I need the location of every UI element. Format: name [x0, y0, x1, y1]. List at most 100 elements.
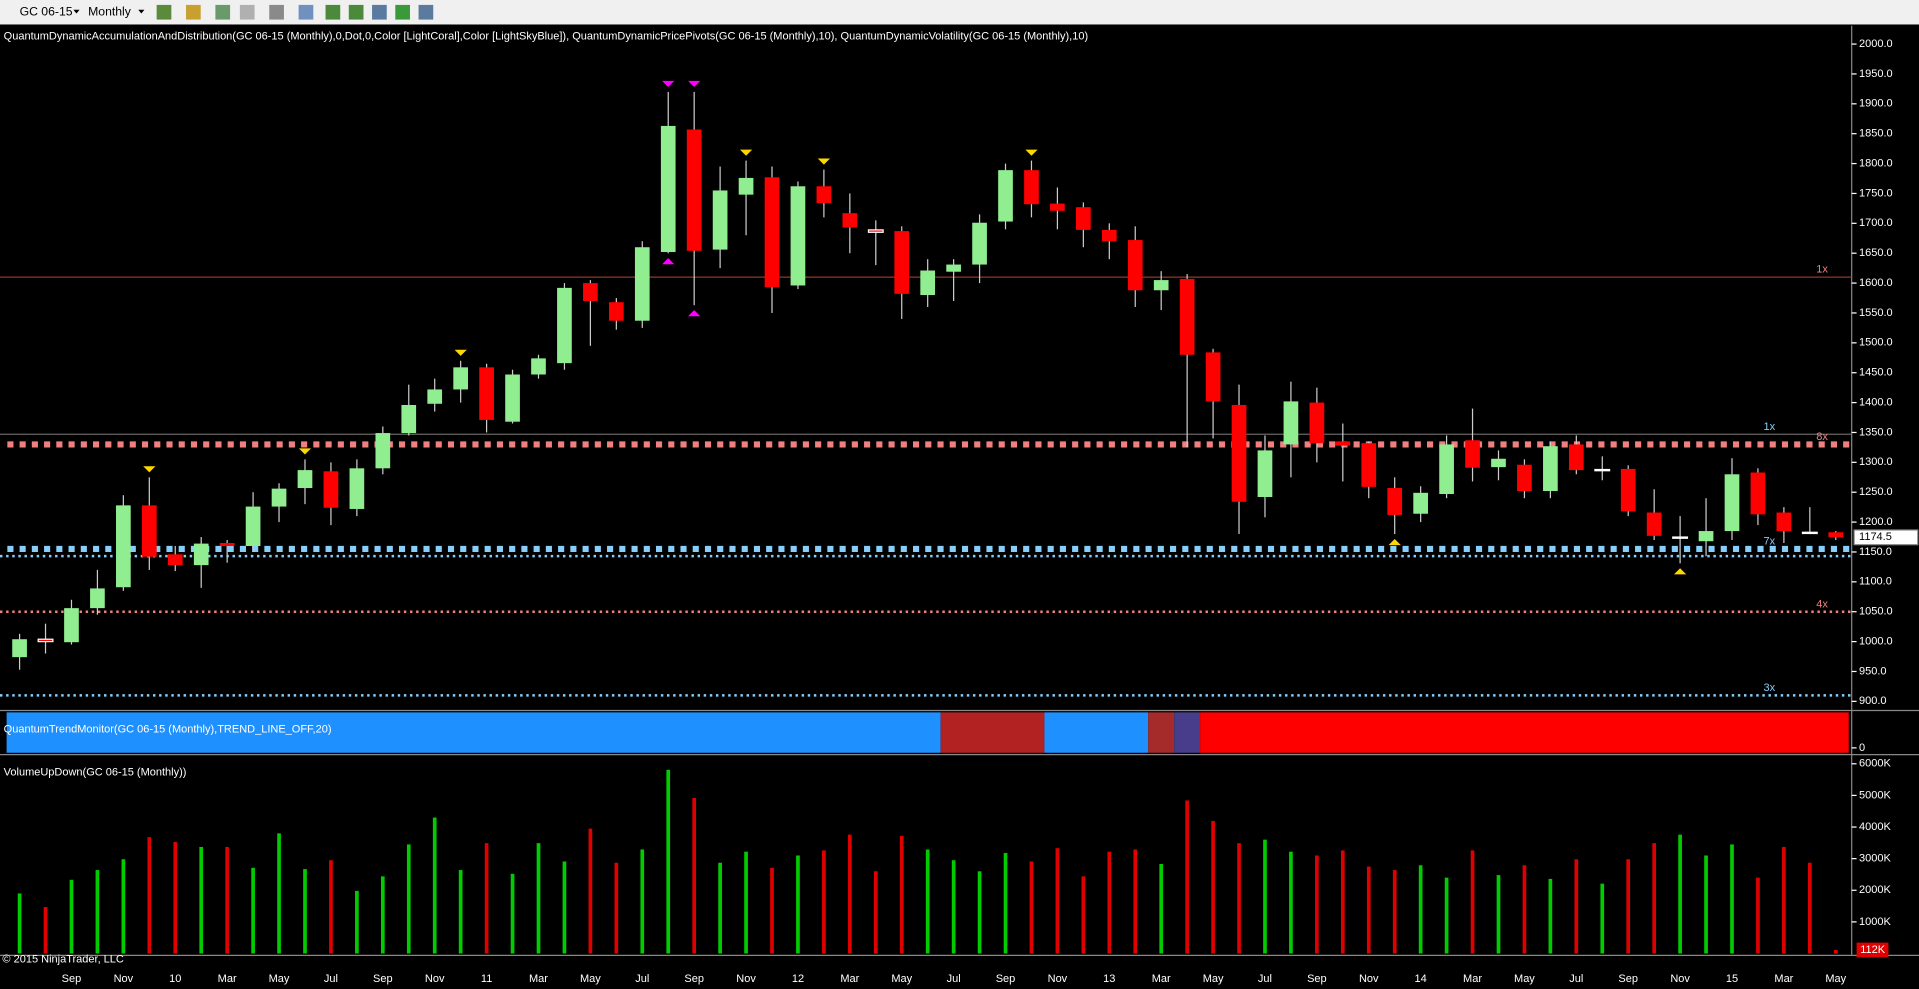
bar-type-button[interactable]: [156, 4, 172, 20]
volume-bar: [251, 867, 255, 954]
volume-bar: [562, 861, 567, 954]
last-price-label: 1174.5: [1859, 531, 1892, 543]
y-tick-label: 1400.0: [1859, 396, 1893, 408]
volume-bar: [380, 876, 385, 954]
trend-segment: [6, 712, 941, 753]
tool-button[interactable]: [348, 4, 364, 20]
candle-body: [1517, 464, 1532, 492]
volume-bar: [614, 862, 619, 954]
candle-body: [167, 554, 183, 566]
x-tick-label: Nov: [425, 973, 445, 985]
candle-body: [920, 270, 936, 296]
level-label: 8x: [1816, 431, 1828, 443]
candle-body: [245, 506, 261, 546]
candle-body: [1076, 207, 1091, 230]
volume-bar: [458, 870, 463, 954]
volume-bar: [1730, 844, 1734, 954]
volume-bar: [355, 890, 359, 954]
x-tick-label: Sep: [62, 973, 82, 985]
candle-body: [1672, 536, 1689, 539]
volume-bar: [1133, 849, 1138, 954]
candle-body: [349, 468, 365, 509]
candle-body: [1179, 278, 1195, 355]
y-tick-label: 2000K: [1859, 884, 1891, 896]
y-tick-label: 1000K: [1859, 916, 1891, 928]
candle-body: [1257, 450, 1273, 497]
candle-body: [712, 190, 728, 250]
volume-bar: [173, 841, 178, 954]
y-tick-label: 1050.0: [1859, 606, 1893, 618]
y-tick-label: 1600.0: [1859, 277, 1893, 289]
volume-bar: [1470, 850, 1475, 954]
tool-button[interactable]: [372, 4, 387, 20]
candle-body: [842, 213, 858, 228]
instrument-selector[interactable]: GC 06-15: [20, 4, 73, 18]
candle-body: [1283, 401, 1299, 445]
y-tick-label: 900.0: [1859, 695, 1887, 707]
y-tick-label: 1700.0: [1859, 217, 1893, 229]
candle-body: [505, 374, 520, 422]
candle-body: [1776, 512, 1792, 532]
x-tick-label: Jul: [635, 973, 649, 985]
tool-button[interactable]: [325, 4, 341, 20]
cursor-button[interactable]: [269, 4, 284, 20]
volume-bar: [1574, 859, 1579, 954]
x-tick-label: Jul: [1569, 973, 1583, 985]
x-tick-label: Jul: [1258, 973, 1272, 985]
volume-bar: [1652, 843, 1656, 954]
volume-bar: [925, 849, 930, 954]
volume-bar: [199, 846, 204, 954]
candle-body: [219, 543, 235, 546]
volume-bar: [329, 860, 333, 954]
candle-body: [37, 638, 54, 643]
price-panel-title: QuantumDynamicAccumulationAndDistributio…: [4, 31, 1088, 43]
x-tick-label: 14: [1415, 973, 1427, 985]
candle-body: [90, 588, 105, 609]
x-tick-label: 12: [792, 973, 804, 985]
volume-bar: [822, 850, 826, 954]
tool-button[interactable]: [418, 4, 434, 20]
pivot-marker: [1673, 568, 1687, 575]
x-tick-label: Sep: [684, 973, 704, 985]
volume-bar: [1029, 861, 1034, 954]
y-tick-label: 4000K: [1859, 821, 1891, 833]
candle-body: [1801, 531, 1818, 535]
volume-bar: [1807, 862, 1812, 954]
candle-body: [1491, 458, 1506, 468]
tool-button[interactable]: [395, 4, 410, 20]
dropdown-arrow[interactable]: [138, 9, 145, 14]
candle-body: [1568, 444, 1584, 471]
volume-bar: [1237, 843, 1241, 954]
copyright: © 2015 NinjaTrader, LLC: [2, 954, 123, 966]
volume-bar: [1211, 821, 1215, 954]
dropdown-arrow[interactable]: [73, 9, 80, 14]
trend-segment: [1148, 712, 1175, 753]
volume-bar: [1782, 846, 1786, 954]
y-tick-label: 6000K: [1859, 758, 1891, 770]
volume-bar: [43, 907, 48, 954]
candle-body: [1153, 280, 1169, 291]
volume-bar: [1548, 878, 1553, 954]
y-tick-label: 1350.0: [1859, 426, 1893, 438]
pivot-marker: [1388, 538, 1401, 546]
volume-panel-title: VolumeUpDown(GC 06-15 (Monthly)): [4, 766, 187, 778]
trend-segment: [940, 712, 1045, 753]
last-price-box: [1853, 529, 1919, 546]
candle-body: [1724, 474, 1740, 532]
x-tick-label: Mar: [218, 973, 237, 985]
period-selector[interactable]: Monthly: [88, 4, 132, 18]
x-tick-label: Nov: [1670, 973, 1690, 985]
candle-body: [1361, 443, 1377, 487]
volume-bar: [1081, 876, 1086, 954]
draw-tool-button[interactable]: [186, 4, 201, 20]
zoom-button[interactable]: [298, 4, 314, 20]
x-tick-label: May: [580, 973, 601, 985]
volume-bar: [536, 843, 541, 954]
volume-bar: [303, 869, 307, 954]
volume-bar: [147, 837, 152, 954]
indicator-button[interactable]: [215, 4, 231, 20]
volume-bar: [1626, 859, 1631, 954]
strategy-button[interactable]: [239, 4, 255, 20]
candle-body: [1594, 468, 1611, 472]
volume-bar: [1522, 865, 1527, 954]
